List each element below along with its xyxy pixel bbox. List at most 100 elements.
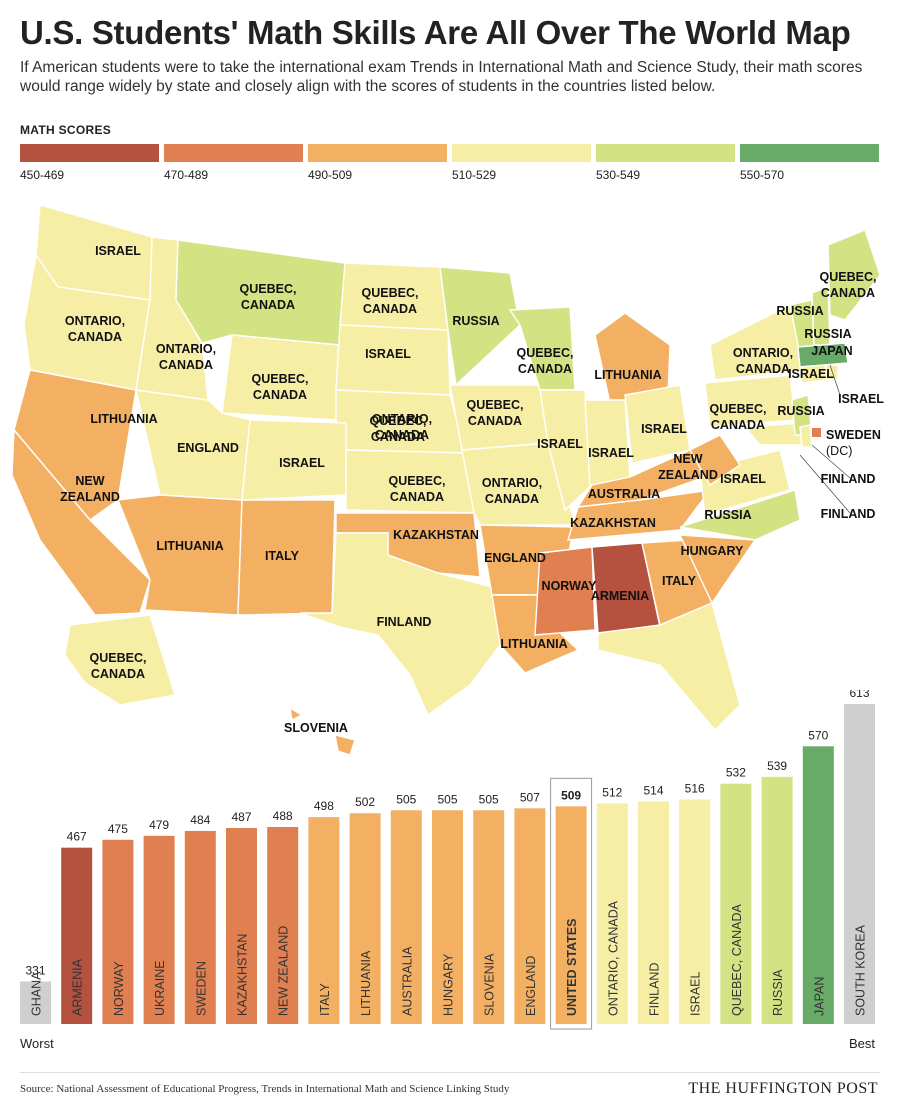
state-label: QUEBEC, CANADA [517, 346, 574, 376]
state-shape-wv [689, 434, 741, 486]
state-label: QUEBEC, CANADA [389, 474, 446, 504]
state-label: FINLAND [821, 507, 876, 521]
state-label: RUSSIA [804, 327, 851, 341]
bar [143, 835, 175, 1024]
bar-category-label: SWEDEN [194, 961, 208, 1016]
state-label: ENGLAND [177, 441, 239, 455]
bar-value-label: 570 [808, 728, 828, 742]
leader-line [829, 364, 841, 396]
bar-category-label: ENGLAND [524, 956, 538, 1016]
state-label: ISRAEL [641, 422, 687, 436]
bar-category-label: LITHUANIA [359, 950, 373, 1016]
state-label: ISRAEL [788, 367, 834, 381]
state-shape-in [584, 399, 631, 488]
bar [596, 803, 628, 1024]
bar-value-label: 484 [190, 813, 210, 827]
state-shape-il [539, 389, 593, 512]
state-shape-ca [11, 428, 151, 616]
state-shapes [11, 204, 881, 755]
bar-value-label: 505 [479, 792, 499, 806]
legend-label: 470-489 [164, 168, 209, 182]
legend-swatch [740, 144, 879, 162]
state-label: FINLAND [821, 472, 876, 486]
bar [61, 847, 93, 1024]
state-label: QUEBEC, CANADA [240, 282, 297, 312]
bar-value-label: 514 [643, 783, 663, 797]
bar-category-label: FINLAND [648, 963, 662, 1016]
bar [679, 799, 711, 1024]
bar-category-label: KAZAKHSTAN [236, 934, 250, 1016]
bar-value-label: 475 [108, 822, 128, 836]
state-label: QUEBEC, CANADA [370, 414, 427, 444]
bar [184, 830, 216, 1024]
bar [638, 801, 669, 1024]
state-label: JAPAN [811, 344, 852, 358]
state-label: RUSSIA [452, 314, 499, 328]
state-label: RUSSIA [776, 304, 823, 318]
legend-swatch [308, 144, 447, 162]
state-shape-hi1 [289, 706, 304, 722]
state-shape-mi [594, 312, 671, 404]
legend-label: 510-529 [452, 168, 497, 182]
bar-category-label: UKRAINE [153, 960, 167, 1016]
state-label: FINLAND [377, 615, 432, 629]
bar-value-label: 516 [685, 781, 705, 795]
bar-value-label: 467 [67, 830, 87, 844]
state-label: ONTARIO, CANADA [482, 476, 542, 506]
legend-swatch [164, 144, 303, 162]
state-shape-nv [13, 369, 137, 521]
bar [473, 810, 505, 1024]
worst-label: Worst [20, 1036, 54, 1051]
legend-label: 530-549 [596, 168, 641, 182]
state-shape-ma [797, 342, 849, 368]
highlight-box [550, 777, 593, 1030]
bar-value-label: 505 [396, 792, 416, 806]
bar-value-label: 613 [849, 690, 869, 700]
legend-label: 450-469 [20, 168, 65, 182]
bar-category-label: AUSTRALIA [400, 946, 414, 1016]
state-label: QUEBEC, CANADA [252, 372, 309, 402]
state-label: ISRAEL [279, 456, 325, 470]
state-shape-tx [299, 532, 501, 717]
bar-category-label: RUSSIA [771, 969, 785, 1016]
state-label: LITHUANIA [156, 539, 223, 553]
state-shape-sc [678, 534, 757, 605]
bar-category-label: SLOVENIA [483, 953, 497, 1016]
legend-swatch [596, 144, 735, 162]
chart-title: U.S. Students' Math Skills Are All Over … [20, 14, 851, 51]
state-shape-ms [534, 546, 596, 636]
state-label: LITHUANIA [594, 368, 661, 382]
bar-value-label: 512 [602, 785, 622, 799]
legend-title: MATH SCORES [20, 123, 112, 137]
bar-category-label: QUEBEC, CANADA [730, 904, 744, 1016]
state-shape-fl [597, 602, 741, 732]
publisher-logo: THE HUFFINGTON POST [688, 1080, 878, 1097]
state-label: ITALY [265, 549, 300, 563]
state-label: AUSTRALIA [588, 487, 660, 501]
legend-swatch [20, 144, 159, 162]
state-label: NEW ZEALAND [658, 452, 718, 482]
leader-line [799, 454, 851, 514]
bar-category-label: ARMENIA [71, 958, 85, 1016]
legend-label: 490-509 [308, 168, 353, 182]
legend-swatch [452, 144, 591, 162]
state-label: ISRAEL [95, 244, 141, 258]
bar [102, 839, 134, 1024]
state-label: HUNGARY [681, 544, 744, 558]
bar [514, 808, 546, 1024]
leader-line [811, 444, 851, 479]
bar [802, 746, 834, 1024]
state-label: ENGLAND [484, 551, 546, 565]
state-shape-tn [567, 489, 712, 541]
state-label: RUSSIA [777, 404, 824, 418]
dc-swatch [812, 428, 821, 437]
bar-value-label: 507 [520, 790, 540, 804]
bar [720, 783, 752, 1024]
state-label: ISRAEL [588, 446, 634, 460]
bar [555, 806, 587, 1024]
state-label: KAZAKHSTAN [393, 528, 479, 542]
state-shape-mo [461, 442, 577, 526]
state-shape-hi2 [334, 734, 356, 755]
bar-category-label: SOUTH KOREA [854, 924, 868, 1016]
footer-divider [20, 1072, 880, 1073]
